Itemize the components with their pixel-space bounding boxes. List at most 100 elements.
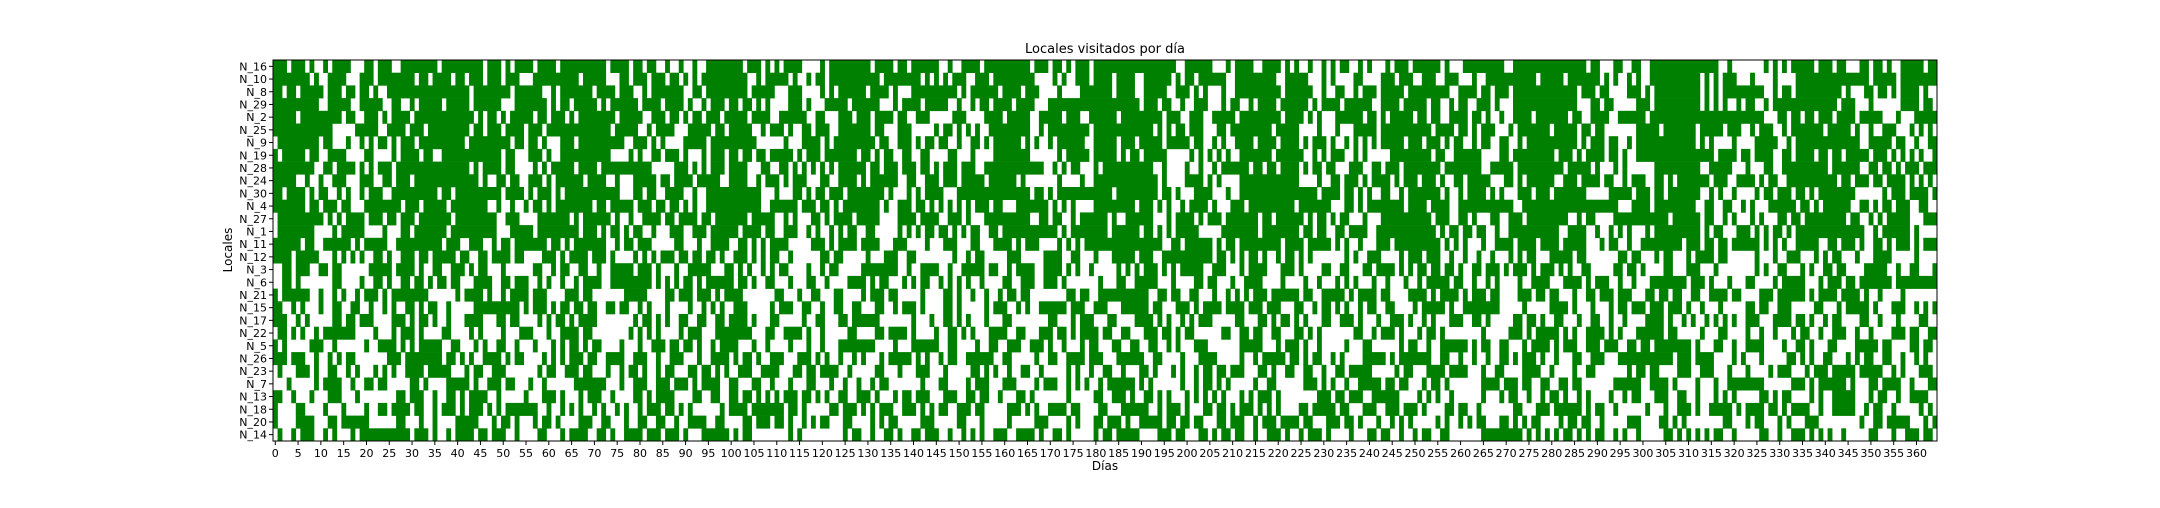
heatmap-cell-N_14 <box>1116 428 1140 442</box>
heatmap-cell-N_4 <box>637 199 652 213</box>
heatmap-cell-N_9 <box>1034 136 1040 150</box>
heatmap-cell-N_11 <box>355 237 360 251</box>
heatmap-cell-N_24 <box>906 174 917 188</box>
heatmap-cell-N_14 <box>359 428 411 442</box>
heatmap-cell-N_20 <box>1216 415 1227 429</box>
heatmap-cell-N_22 <box>961 326 967 340</box>
heatmap-cell-N_19 <box>628 148 634 162</box>
heatmap-cell-N_9 <box>683 136 707 150</box>
heatmap-cell-N_11 <box>674 237 684 251</box>
x-tick-label: 145 <box>926 447 947 460</box>
heatmap-cell-N_27 <box>824 212 830 226</box>
heatmap-cell-N_8 <box>1234 85 1281 99</box>
heatmap-cell-N_29 <box>956 98 962 112</box>
heatmap-cell-N_18 <box>1458 402 1468 416</box>
heatmap-cell-N_17 <box>391 314 406 327</box>
heatmap-cell-N_16 <box>1385 60 1391 73</box>
heatmap-cell-N_21 <box>1440 288 1459 302</box>
heatmap-cell-N_19 <box>1832 148 1842 162</box>
heatmap-cell-N_12 <box>952 250 958 264</box>
heatmap-cell-N_2 <box>874 110 894 124</box>
heatmap-cell-N_27 <box>810 212 821 226</box>
heatmap-cell-N_8 <box>1845 85 1851 99</box>
heatmap-cell-N_6 <box>428 275 433 289</box>
heatmap-cell-N_6 <box>706 275 734 289</box>
heatmap-cell-N_26 <box>915 352 921 366</box>
heatmap-cell-N_16 <box>911 60 939 73</box>
heatmap-cell-N_19 <box>683 148 689 162</box>
heatmap-cell-N_9 <box>560 136 575 150</box>
heatmap-cell-N_9 <box>528 136 538 150</box>
heatmap-cell-N_3 <box>368 263 392 277</box>
heatmap-cell-N_16 <box>610 60 629 73</box>
heatmap-cell-N_3 <box>1161 263 1167 277</box>
heatmap-cell-N_3 <box>1376 263 1395 277</box>
heatmap-cell-N_6 <box>1709 275 1714 289</box>
heatmap-cell-N_3 <box>769 263 775 277</box>
heatmap-cell-N_3 <box>1909 263 1920 277</box>
heatmap-cell-N_21 <box>583 288 593 302</box>
heatmap-cell-N_27 <box>1362 212 1368 226</box>
heatmap-cell-N_10 <box>1704 72 1710 86</box>
heatmap-cell-N_16 <box>487 60 502 73</box>
heatmap-cell-N_15 <box>1312 301 1318 315</box>
heatmap-cell-N_1 <box>988 225 999 239</box>
heatmap-cell-N_25 <box>801 123 812 137</box>
heatmap-cell-N_15 <box>1344 301 1350 315</box>
heatmap-cell-N_28 <box>601 161 652 175</box>
heatmap-cell-N_5 <box>710 339 716 353</box>
heatmap-cell-N_9 <box>1234 136 1254 150</box>
heatmap-cell-N_17 <box>715 314 725 327</box>
heatmap-cell-N_20 <box>920 415 935 429</box>
heatmap-cell-N_10 <box>934 72 939 86</box>
heatmap-cell-N_7 <box>314 377 319 391</box>
heatmap-cell-N_1 <box>341 225 365 239</box>
heatmap-cell-N_15 <box>1449 301 1455 315</box>
heatmap-cell-N_29 <box>1449 98 1455 112</box>
heatmap-cell-N_6 <box>473 275 493 289</box>
heatmap-cell-N_7 <box>1034 377 1040 391</box>
heatmap-cell-N_25 <box>715 123 725 137</box>
heatmap-cell-N_26 <box>1089 352 1104 366</box>
heatmap-cell-N_12 <box>1517 250 1523 264</box>
heatmap-cell-N_17 <box>1321 314 1331 327</box>
heatmap-cell-N_20 <box>1344 415 1354 429</box>
heatmap-cell-N_20 <box>541 415 552 429</box>
heatmap-cell-N_1 <box>1376 225 1436 239</box>
heatmap-cell-N_28 <box>820 161 825 175</box>
heatmap-cell-N_17 <box>546 314 552 327</box>
heatmap-cell-N_12 <box>1275 250 1281 264</box>
heatmap-cell-N_20 <box>1886 415 1910 429</box>
heatmap-cell-N_20 <box>491 415 497 429</box>
heatmap-cell-N_29 <box>446 98 470 112</box>
heatmap-cell-N_27 <box>701 212 711 226</box>
heatmap-cell-N_20 <box>1599 415 1605 429</box>
heatmap-cell-N_19 <box>874 148 880 162</box>
heatmap-cell-N_7 <box>1540 377 1550 391</box>
heatmap-cell-N_6 <box>373 275 383 289</box>
heatmap-cell-N_5 <box>947 339 958 353</box>
heatmap-cell-N_6 <box>1061 275 1067 289</box>
heatmap-cell-N_27 <box>1850 212 1860 226</box>
heatmap-cell-N_9 <box>651 136 657 150</box>
heatmap-cell-N_29 <box>902 98 921 112</box>
heatmap-cell-N_2 <box>815 110 825 124</box>
heatmap-cell-N_10 <box>1075 72 1090 86</box>
heatmap-cell-N_29 <box>701 98 707 112</box>
heatmap-cell-N_13 <box>979 390 990 404</box>
heatmap-cell-N_28 <box>1371 161 1382 175</box>
heatmap-cell-N_17 <box>1189 314 1195 327</box>
heatmap-cell-N_20 <box>879 415 885 429</box>
heatmap-cell-N_12 <box>660 250 675 264</box>
heatmap-cell-N_27 <box>1125 212 1154 226</box>
heatmap-cell-N_6 <box>738 275 748 289</box>
y-tick-label: N_27 <box>239 213 267 226</box>
heatmap-cell-N_6 <box>1617 275 1623 289</box>
heatmap-cell-N_6 <box>824 275 830 289</box>
heatmap-cell-N_22 <box>441 326 452 340</box>
heatmap-cell-N_30 <box>564 187 620 200</box>
heatmap-cell-N_21 <box>464 288 484 302</box>
heatmap-cell-N_5 <box>1654 339 1692 353</box>
heatmap-cell-N_5 <box>1089 339 1099 353</box>
heatmap-cell-N_5 <box>1471 339 1477 353</box>
